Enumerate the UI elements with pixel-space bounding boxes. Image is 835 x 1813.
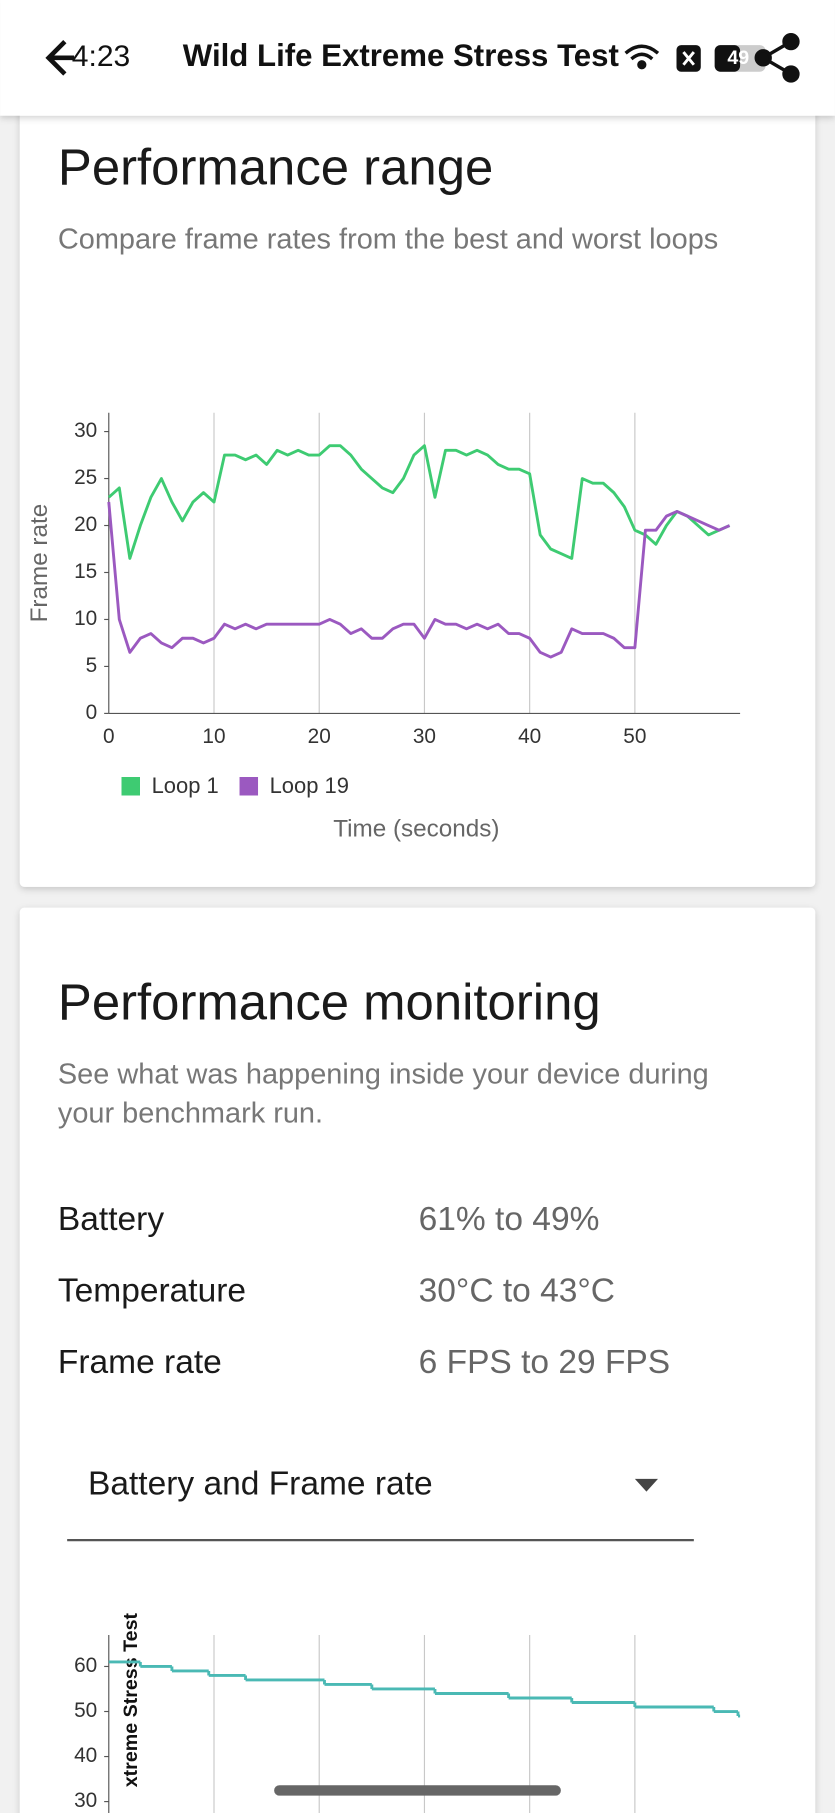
y-tick-label: 50 xyxy=(74,1699,97,1722)
card-title: Performance monitoring xyxy=(58,973,601,1030)
series-line xyxy=(107,501,731,659)
series-line xyxy=(107,444,731,560)
legend-label: Loop 1 xyxy=(152,773,219,798)
y-tick-label: 60 xyxy=(74,1654,97,1677)
y-tick-label: 0 xyxy=(86,701,98,724)
x-tick-label: 30 xyxy=(413,725,436,748)
stat-label: Temperature xyxy=(58,1273,246,1310)
legend-swatch xyxy=(239,777,259,796)
app-title: Wild Life Extreme Stress Test xyxy=(183,38,620,73)
card-subtitle: See what was happening inside your devic… xyxy=(57,1057,709,1130)
legend-label: Loop 19 xyxy=(270,773,349,798)
y-axis-label: xtreme Stress Test xyxy=(120,1613,142,1788)
card xyxy=(19,907,816,1813)
stat-label: Frame rate xyxy=(58,1344,222,1381)
stat-value: 30°C to 43°C xyxy=(419,1273,615,1310)
card-title: Performance range xyxy=(58,139,493,196)
card-subtitle-box: Compare frame rates from the best and wo… xyxy=(57,223,719,256)
frame-rate-chart: 0 10 20 30 40 50 0 5 10 15 20 25 30 Frame rate Time (s… xyxy=(26,412,741,843)
x-tick-label: 0 xyxy=(103,725,115,748)
x-tick-label: 20 xyxy=(308,725,331,748)
card-subtitle-box: See what was happening inside your devic… xyxy=(57,1057,709,1130)
battery-level: 49 xyxy=(727,47,749,69)
card xyxy=(19,104,816,887)
home-indicator xyxy=(274,1785,561,1796)
x-tick-label: 40 xyxy=(518,725,541,748)
dropdown[interactable]: Battery and Frame rate xyxy=(67,1466,694,1542)
y-tick-label: 25 xyxy=(74,466,97,489)
y-tick-label: 20 xyxy=(74,513,97,536)
card-subtitle: Compare frame rates from the best and wo… xyxy=(57,223,719,256)
x-axis-label: Time (seconds) xyxy=(333,816,499,843)
status-time: 4:23 xyxy=(72,40,130,73)
y-tick-label: 15 xyxy=(74,560,97,583)
stats-table: Battery 61% to 49% Temperature 30°C to 43°C… xyxy=(58,1201,670,1381)
y-tick-label: 10 xyxy=(74,607,97,630)
x-tick-label: 50 xyxy=(623,725,646,748)
share-button[interactable] xyxy=(754,32,800,83)
y-axis-label: Frame rate xyxy=(26,504,53,623)
y-tick-label: 30 xyxy=(74,419,97,442)
x-tick-label: 10 xyxy=(202,725,225,748)
stat-value: 61% to 49% xyxy=(419,1201,600,1238)
y-tick-label: 30 xyxy=(74,1789,97,1812)
stat-label: Battery xyxy=(58,1201,164,1238)
wifi-icon xyxy=(624,44,660,70)
dropdown-value[interactable]: Battery and Frame rate xyxy=(88,1466,433,1503)
notification-icon xyxy=(682,51,695,66)
dropdown-arrow[interactable] xyxy=(634,1478,658,1492)
battery-chart: 30 40 50 60 xtreme Stress Test xyxy=(74,1613,741,1813)
legend-swatch xyxy=(121,777,140,796)
y-tick-label: 40 xyxy=(74,1744,97,1767)
back-button[interactable] xyxy=(45,39,75,76)
battery-icon xyxy=(714,45,741,72)
y-tick-label: 5 xyxy=(86,654,98,677)
stat-value: 6 FPS to 29 FPS xyxy=(419,1344,670,1381)
